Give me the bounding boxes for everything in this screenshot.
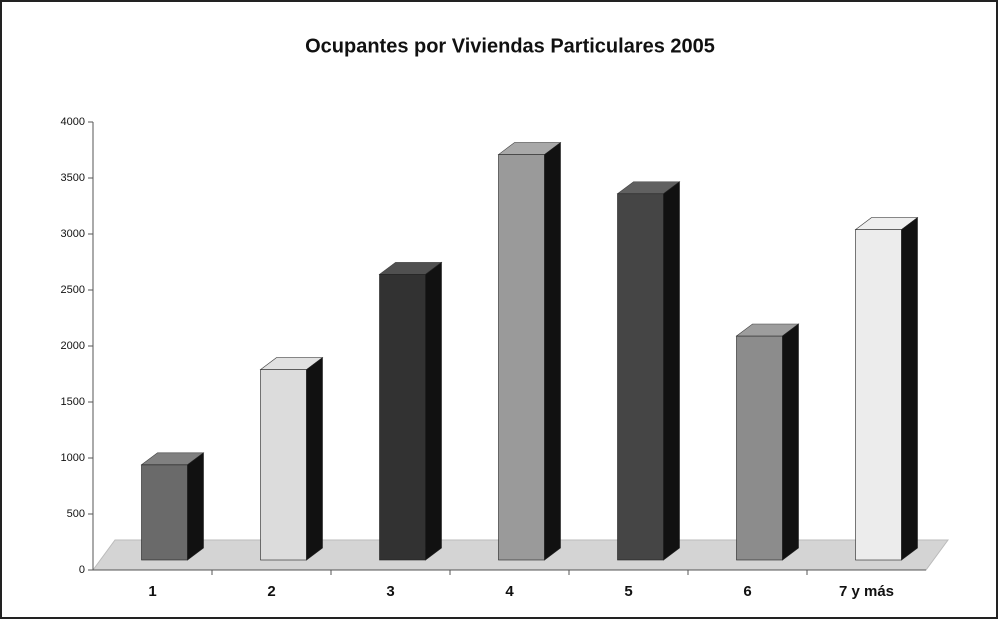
bar-side [425, 261, 442, 561]
bar [855, 229, 902, 561]
bar [141, 464, 188, 561]
bar-side [663, 181, 680, 561]
bar [260, 369, 307, 561]
y-tick-label: 1500 [61, 396, 85, 408]
y-tick-label: 4000 [61, 116, 85, 128]
x-tick-label: 5 [624, 583, 632, 600]
bar-side [187, 452, 204, 561]
x-tick-label: 2 [267, 583, 275, 600]
bar-side [306, 357, 323, 561]
bar [617, 193, 664, 561]
bar [498, 154, 545, 561]
x-tick-label: 6 [743, 583, 751, 600]
x-tick-label: 1 [148, 583, 156, 600]
y-tick-label: 3000 [61, 228, 85, 240]
y-tick-label: 2000 [61, 340, 85, 352]
y-tick-label: 3500 [61, 172, 85, 184]
y-tick-label: 0 [79, 564, 85, 576]
y-tick-label: 2500 [61, 284, 85, 296]
y-tick-label: 500 [67, 508, 85, 520]
x-tick-label: 3 [386, 583, 394, 600]
bar-side [901, 217, 918, 561]
x-tick-label: 4 [505, 583, 514, 600]
bar-side [782, 323, 799, 561]
bar [379, 274, 426, 561]
chart-title: Ocupantes por Viviendas Particulares 200… [305, 35, 715, 57]
bar-side [544, 141, 561, 561]
bar [736, 335, 783, 561]
x-tick-label: 7 y más [839, 583, 894, 600]
y-tick-label: 1000 [61, 452, 85, 464]
